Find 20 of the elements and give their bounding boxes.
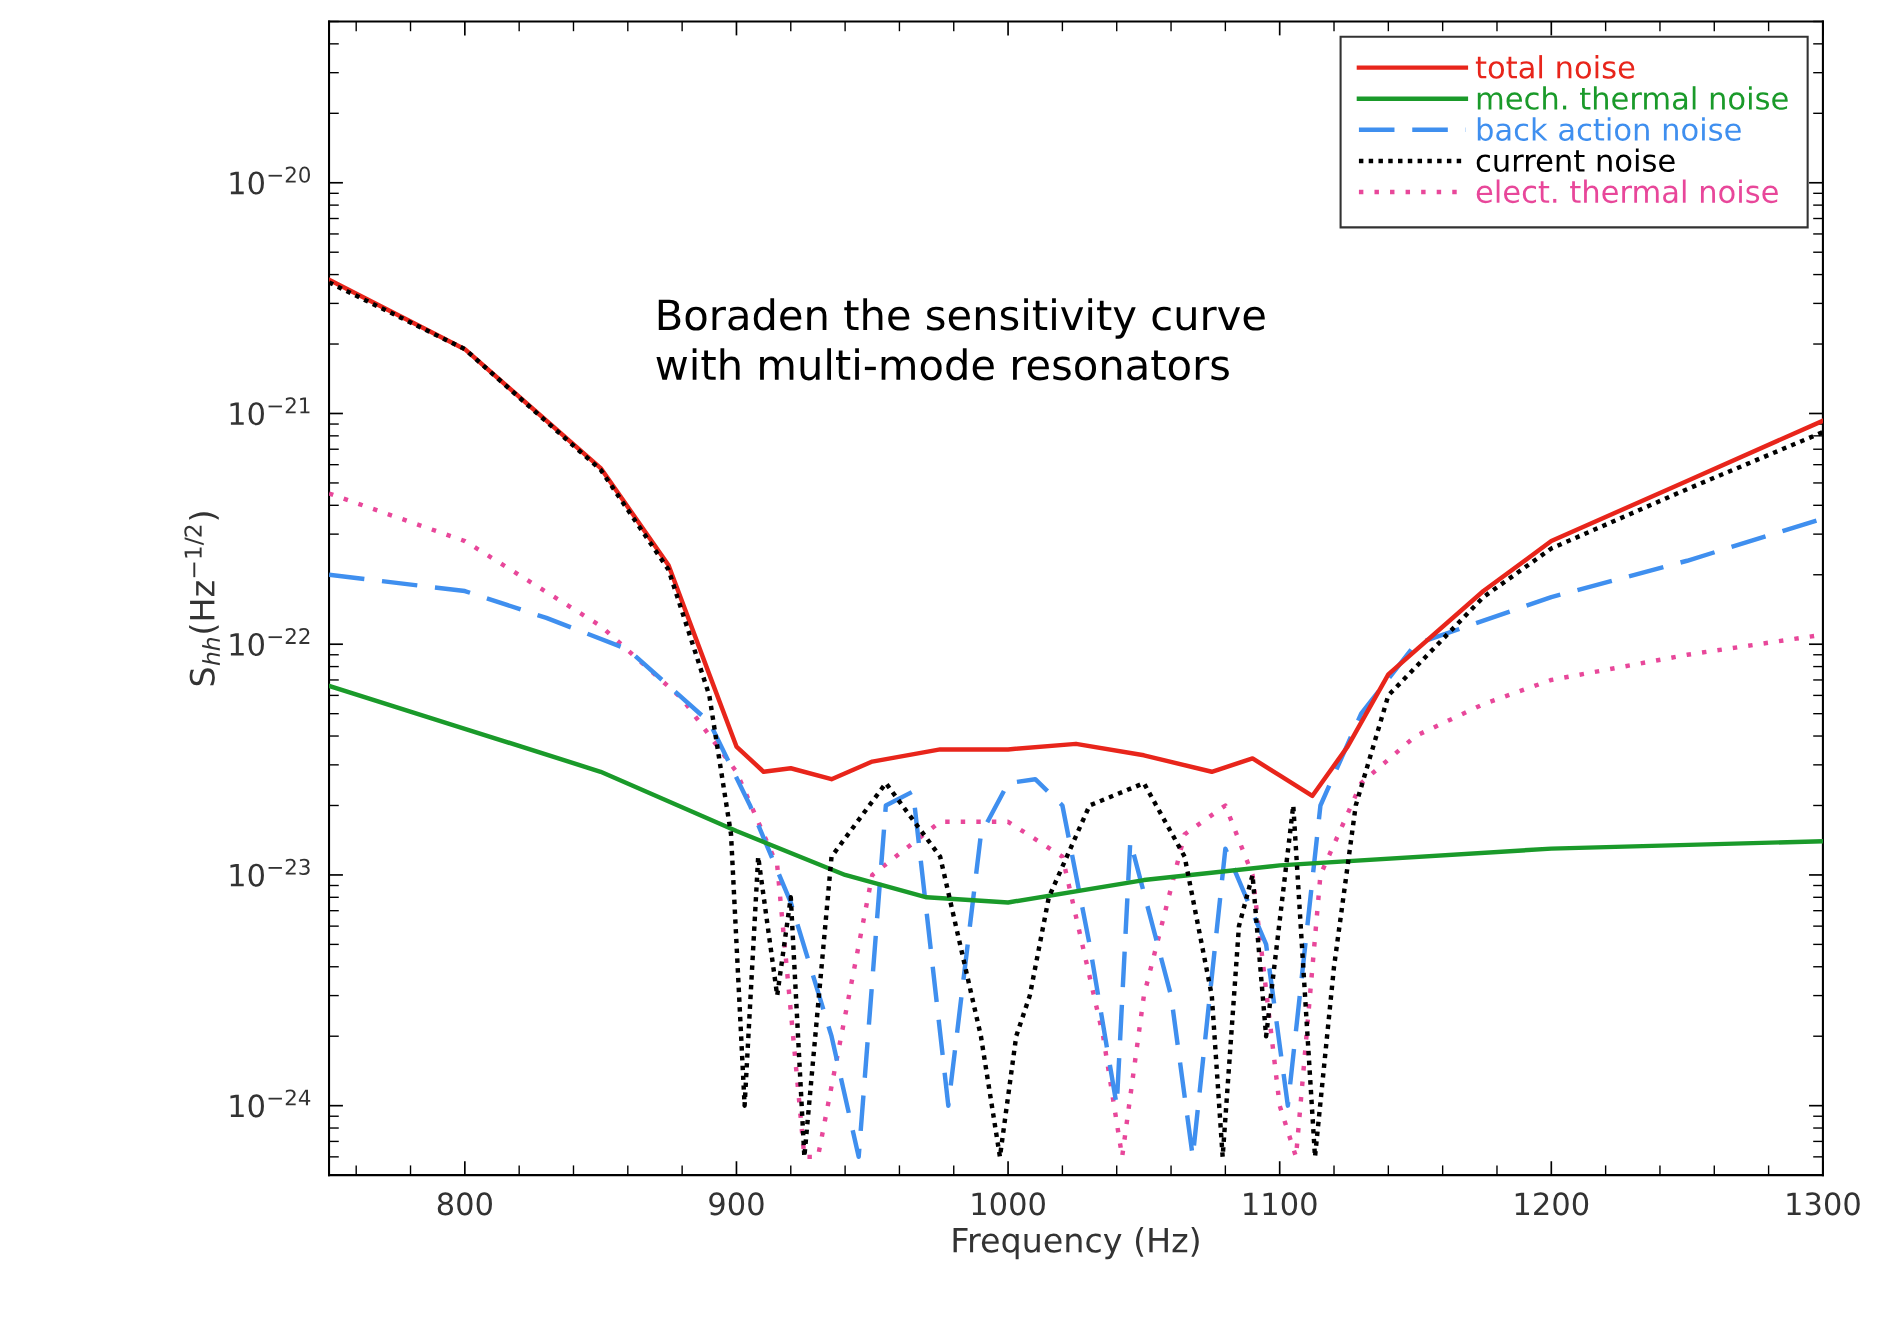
x-tick-label: 1100 (1244, 1192, 1317, 1216)
legend-label: current noise (1476, 148, 1675, 173)
x-tick-label: 1000 (972, 1192, 1045, 1216)
y-axis-title: S$_{hh}$(Hz$^{−1/2}$) (184, 512, 220, 686)
x-tick-label: 800 (437, 1192, 492, 1216)
legend-label: total noise (1475, 55, 1635, 79)
x-axis-title: Frequency (Hz) (953, 1226, 1199, 1260)
legend-label: back action noise (1477, 117, 1741, 141)
y-tick-label: 10$^{−22}$ (230, 628, 310, 657)
legend-label: mech. thermal noise (1477, 86, 1788, 110)
y-tick-label: 10$^{−23}$ (230, 858, 310, 887)
y-tick-label: 10$^{−21}$ (230, 397, 310, 426)
y-tick-label: 10$^{−24}$ (230, 1089, 311, 1118)
x-tick-label: 900 (709, 1192, 764, 1216)
x-tick-label: 1300 (1787, 1192, 1860, 1216)
line-series (329, 683, 1823, 905)
x-tick-label: 1200 (1515, 1192, 1589, 1216)
y-tick-label: 10$^{−20}$ (230, 166, 311, 195)
annotation: Boraden the sensitivity curve with multi-mode resonators (656, 298, 1265, 381)
legend-label: elect. thermal noise (1476, 179, 1778, 204)
